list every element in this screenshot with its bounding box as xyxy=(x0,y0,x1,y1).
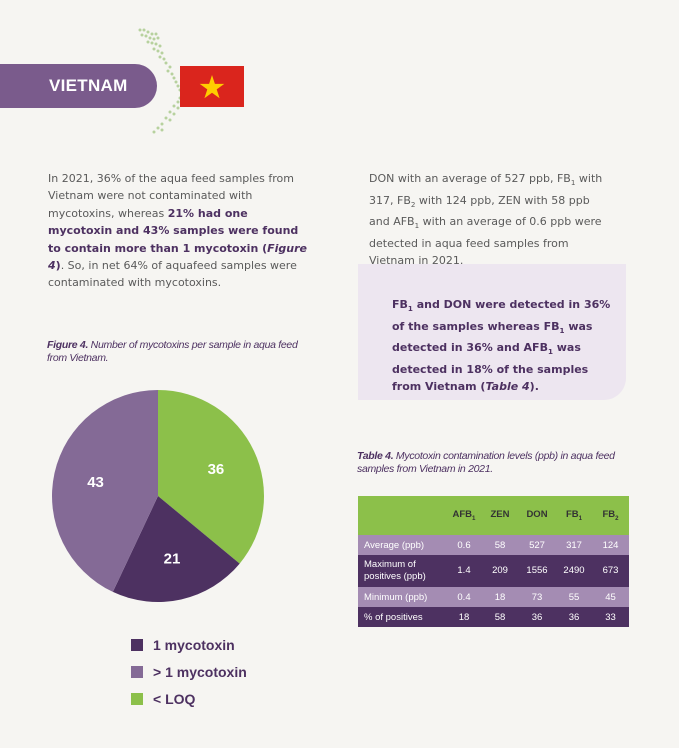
table-cell: 18 xyxy=(482,587,518,607)
table-cell: 2490 xyxy=(556,555,592,587)
table-cell: 527 xyxy=(518,535,556,555)
table-header: AFB1 xyxy=(446,496,482,535)
table-cell: 673 xyxy=(592,555,629,587)
table-cell: 55 xyxy=(556,587,592,607)
pie-slice-label: 21 xyxy=(164,550,181,567)
pie-slice xyxy=(112,496,240,602)
table-cell: 0.4 xyxy=(446,587,482,607)
row-label: Average (ppb) xyxy=(358,535,446,555)
row-label: Maximum of positives (ppb) xyxy=(358,555,446,587)
highlight-box xyxy=(358,264,626,400)
table-row: Average (ppb) 0.6 58 527 317 124 xyxy=(358,535,629,555)
legend-swatch xyxy=(131,638,143,651)
table-header: ZEN xyxy=(482,496,518,535)
pie-slice xyxy=(158,390,264,564)
table-header-corner xyxy=(358,496,446,535)
vietnam-flag-icon xyxy=(180,66,244,107)
figure-caption: Figure 4. Number of mycotoxins per sampl… xyxy=(47,339,298,364)
legend-swatch xyxy=(131,665,143,678)
table-cell: 209 xyxy=(482,555,518,587)
table-row: Maximum of positives (ppb) 1.4 209 1556 … xyxy=(358,555,629,587)
table-cell: 1.4 xyxy=(446,555,482,587)
country-title: VIETNAM xyxy=(49,76,128,95)
legend-item: > 1 mycotoxin xyxy=(131,658,247,685)
table-cell: 0.6 xyxy=(446,535,482,555)
results-paragraph: DON with an average of 527 ppb, FB1 with… xyxy=(369,172,603,268)
pie-slice-label: 36 xyxy=(208,461,225,478)
table-row: Minimum (ppb) 0.4 18 73 55 45 xyxy=(358,587,629,607)
intro-paragraph: In 2021, 36% of the aqua feed samples fr… xyxy=(48,172,308,290)
table-cell: 124 xyxy=(592,535,629,555)
table-row: % of positives 18 58 36 36 33 xyxy=(358,607,629,627)
row-label: Minimum (ppb) xyxy=(358,587,446,607)
legend-label: 1 mycotoxin xyxy=(153,636,235,653)
pie-chart: 36 21 43 xyxy=(52,390,264,602)
contamination-table: AFB1 ZEN DON FB1 FB2 Average (ppb) 0.6 5… xyxy=(358,496,629,627)
table-cell: 1556 xyxy=(518,555,556,587)
table-cell: 317 xyxy=(556,535,592,555)
legend-item: 1 mycotoxin xyxy=(131,631,247,658)
legend-swatch xyxy=(131,692,143,705)
table-cell: 36 xyxy=(556,607,592,627)
pie-slice-label: 43 xyxy=(87,474,104,491)
legend-item: < LOQ xyxy=(131,685,247,712)
country-banner xyxy=(0,64,157,108)
table-header-row: AFB1 ZEN DON FB1 FB2 xyxy=(358,496,629,535)
table-cell: 18 xyxy=(446,607,482,627)
table-header: DON xyxy=(518,496,556,535)
table-header: FB2 xyxy=(592,496,629,535)
table-cell: 58 xyxy=(482,535,518,555)
table-cell: 33 xyxy=(592,607,629,627)
legend-label: > 1 mycotoxin xyxy=(153,663,247,680)
table-caption: Table 4. Mycotoxin contamination levels … xyxy=(357,450,615,475)
table-cell: 45 xyxy=(592,587,629,607)
pie-slice xyxy=(52,390,159,592)
table-header: FB1 xyxy=(556,496,592,535)
chart-legend: 1 mycotoxin > 1 mycotoxin < LOQ xyxy=(131,631,247,712)
highlight-text: FB1 and DON were detected in 36% of the … xyxy=(392,298,611,394)
legend-label: < LOQ xyxy=(153,690,196,707)
table-cell: 73 xyxy=(518,587,556,607)
row-label: % of positives xyxy=(358,607,446,627)
table-cell: 58 xyxy=(482,607,518,627)
table-cell: 36 xyxy=(518,607,556,627)
